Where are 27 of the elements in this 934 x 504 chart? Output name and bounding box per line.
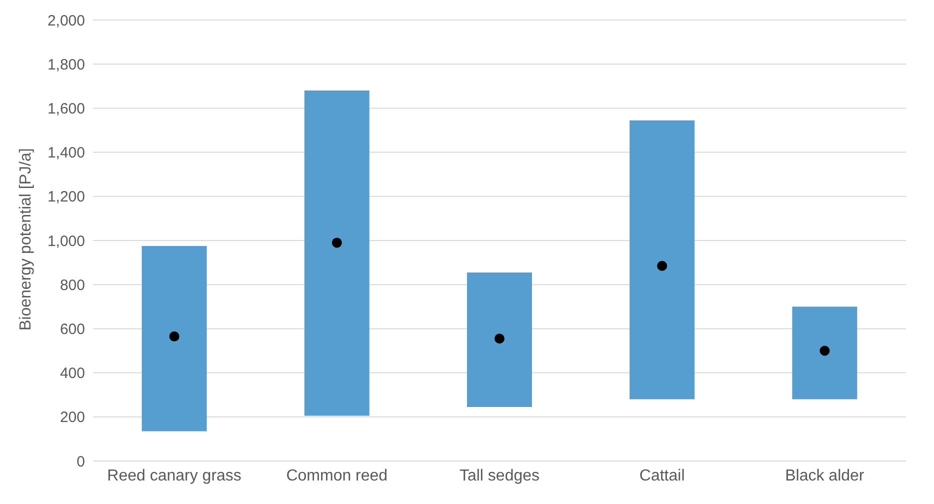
y-tick-label: 600 bbox=[60, 321, 85, 338]
point bbox=[169, 331, 180, 342]
bar bbox=[792, 306, 858, 400]
y-tick-label: 1,400 bbox=[47, 144, 85, 162]
y-tick-label: 200 bbox=[60, 409, 85, 426]
point bbox=[820, 346, 830, 356]
bar bbox=[466, 272, 532, 407]
y-tick-label: 400 bbox=[60, 365, 85, 382]
x-tick-label: Cattail bbox=[639, 467, 685, 484]
bar bbox=[304, 90, 370, 416]
bar bbox=[630, 120, 695, 400]
x-tick-label: Reed canary grass bbox=[107, 467, 242, 484]
y-tick-label: 1,600 bbox=[47, 100, 85, 118]
y-tick-label: 800 bbox=[60, 276, 85, 294]
point bbox=[657, 260, 668, 271]
point bbox=[494, 334, 504, 344]
y-tick-label: 1,800 bbox=[47, 56, 85, 74]
x-tick-label: Common reed bbox=[286, 467, 388, 484]
y-tick-label: 0 bbox=[76, 453, 85, 470]
x-tick-label: Black alder bbox=[785, 467, 865, 484]
y-tick-label: 1,000 bbox=[47, 232, 85, 250]
y-tick-label: 2,000 bbox=[47, 12, 85, 30]
y-axis-title: Bioenergy potential [PJ/a] bbox=[18, 148, 35, 330]
point bbox=[332, 238, 342, 248]
bar bbox=[142, 246, 207, 432]
x-tick-label: Tall sedges bbox=[459, 467, 540, 484]
y-tick-label: 1,200 bbox=[47, 188, 85, 206]
